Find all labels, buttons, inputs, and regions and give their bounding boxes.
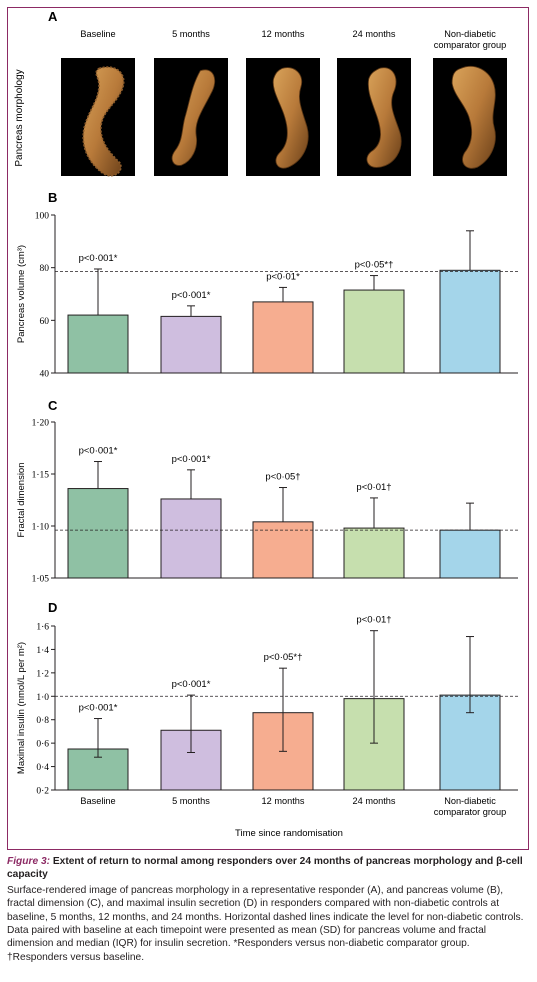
pancreas-image <box>433 58 507 176</box>
x-tick-label: comparator group <box>434 807 507 817</box>
significance-label: p<0·001* <box>172 679 211 690</box>
significance-label: p<0·001* <box>172 290 211 301</box>
bar <box>252 301 314 374</box>
x-tick-label: 5 months <box>172 796 210 806</box>
significance-label: p<0·01† <box>356 482 391 493</box>
pancreas-shape <box>82 66 125 177</box>
pancreas-image <box>154 58 228 176</box>
pancreas-shape <box>171 69 216 166</box>
y-axis-label: Maximal insulin (nmol/L per m²) <box>16 642 27 774</box>
bar <box>343 527 405 579</box>
significance-label: p<0·01† <box>356 615 391 626</box>
panel-a-letter: A <box>48 9 58 24</box>
caption-body: Surface-rendered image of pancreas morph… <box>7 884 524 963</box>
y-tick-label: 1·20 <box>32 419 50 429</box>
pancreas-shape <box>366 67 402 168</box>
y-tick-label: 1·10 <box>32 523 50 533</box>
panel-letter: C <box>48 398 58 413</box>
y-tick-label: 0·2 <box>36 787 49 797</box>
significance-label: p<0·05*† <box>264 652 303 663</box>
panel-a-column-label: 24 months <box>353 29 396 39</box>
pancreas-shape <box>272 67 309 169</box>
y-tick-label: 0·8 <box>36 716 49 726</box>
panel-a-images <box>61 58 507 177</box>
significance-label: p<0·001* <box>79 446 118 457</box>
panel-a-column-label: 12 months <box>262 29 305 39</box>
figure-svg: A Pancreas morphology Baseline 5 months 12… <box>14 9 518 839</box>
figure-frame <box>7 7 529 850</box>
significance-label: p<0·001* <box>79 253 118 264</box>
bar <box>439 269 501 374</box>
panel-a-column-labels: Baseline 5 months 12 months 24 months Non-di… <box>80 29 506 50</box>
pancreas-shape <box>451 65 496 169</box>
chart-maximal-insulin: D 0·2 0·4 0·6 0·8 1·0 1·2 1·4 1·6 Maximal insulin… <box>16 600 518 839</box>
y-tick-label: 100 <box>35 212 50 222</box>
x-tick-label: Non-diabetic <box>444 796 496 806</box>
pancreas-image <box>337 58 411 176</box>
caption-title-text: Extent of return to normal among respond… <box>7 856 523 881</box>
y-axis-label: Pancreas volume (cm³) <box>16 245 27 343</box>
significance-label: p<0·05† <box>265 472 300 483</box>
y-tick-label: 1·05 <box>32 575 50 585</box>
panel-a-column-label: comparator group <box>434 40 507 50</box>
panel-letter: D <box>48 600 57 615</box>
caption-title: Figure 3: Extent of return to normal amo… <box>7 855 529 882</box>
bar <box>343 289 405 374</box>
caption-label: Figure 3: <box>7 856 51 867</box>
panel-a-column-label: Non-diabetic <box>444 29 496 39</box>
bar <box>160 498 222 579</box>
panel-letter: B <box>48 190 57 205</box>
panel-a-row-label: Pancreas morphology <box>14 69 25 166</box>
figure-caption: Figure 3: Extent of return to normal amo… <box>7 855 529 964</box>
y-tick-label: 40 <box>40 370 50 380</box>
pancreas-image <box>246 58 320 176</box>
y-tick-label: 1·4 <box>36 646 49 656</box>
significance-label: p<0·001* <box>79 703 118 714</box>
y-tick-label: 1·15 <box>32 471 50 481</box>
y-tick-label: 0·4 <box>36 763 49 773</box>
y-tick-label: 1·0 <box>36 693 49 703</box>
y-tick-label: 1·2 <box>36 669 49 679</box>
pancreas-image <box>61 58 135 177</box>
y-tick-label: 80 <box>40 264 50 274</box>
x-axis-label: Time since randomisation <box>235 828 343 839</box>
significance-label: p<0·001* <box>172 454 211 465</box>
panel-a-column-label: Baseline <box>80 29 115 39</box>
y-axis-label: Fractal dimension <box>16 463 27 538</box>
bar <box>439 529 501 579</box>
chart-fractal-dimension: C 1·05 1·10 1·15 1·20 Fractal dimension p<0·00… <box>16 398 518 585</box>
panel-a-column-label: 5 months <box>172 29 210 39</box>
bar <box>67 314 129 374</box>
y-tick-label: 60 <box>40 317 50 327</box>
chart-pancreas-volume: B 40 60 80 100 Pancreas volume (cm³) p<0·001* p… <box>16 190 518 380</box>
y-tick-label: 0·6 <box>36 740 49 750</box>
bar <box>252 521 314 579</box>
x-tick-label: 24 months <box>353 796 396 806</box>
significance-label: p<0·05*† <box>355 260 394 271</box>
bar <box>160 315 222 374</box>
x-tick-label: 12 months <box>262 796 305 806</box>
significance-label: p<0·01* <box>266 271 300 282</box>
y-tick-label: 1·6 <box>36 623 49 633</box>
x-tick-label: Baseline <box>80 796 115 806</box>
bar <box>67 488 129 579</box>
